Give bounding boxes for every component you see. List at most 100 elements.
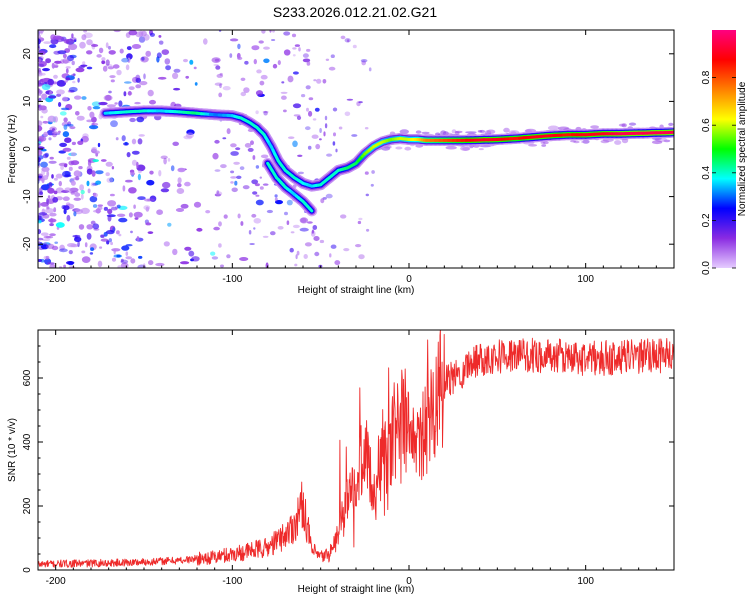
noise-blob	[135, 31, 143, 38]
noise-blob	[133, 204, 136, 209]
noise-blob	[250, 140, 254, 145]
noise-blob	[308, 110, 313, 117]
noise-blob	[38, 201, 41, 208]
noise-blob	[79, 184, 84, 191]
noise-blob	[86, 180, 90, 187]
noise-blob	[292, 224, 300, 229]
noise-blob	[303, 254, 308, 259]
noise-blob	[86, 168, 93, 175]
noise-blob	[135, 84, 142, 89]
noise-blob	[53, 190, 58, 195]
noise-blob	[77, 240, 80, 248]
noise-blob	[38, 38, 41, 45]
noise-blob	[124, 81, 132, 84]
noise-blob	[131, 159, 138, 166]
noise-blob	[281, 81, 285, 84]
noise-blob	[38, 50, 46, 56]
noise-blob	[121, 135, 126, 142]
noise-blob	[302, 53, 309, 58]
noise-blob	[73, 170, 81, 177]
noise-blob	[128, 30, 138, 36]
snr-x-tick-label: -200	[46, 576, 66, 587]
noise-blob	[121, 245, 130, 251]
noise-blob	[107, 208, 113, 215]
noise-blob	[61, 96, 68, 102]
noise-blob	[283, 31, 291, 36]
noise-blob	[76, 115, 85, 121]
noise-blob	[131, 150, 140, 155]
noise-blob	[107, 215, 112, 222]
noise-blob	[70, 191, 76, 195]
noise-blob	[130, 171, 136, 176]
noise-blob	[62, 58, 69, 64]
noise-blob	[106, 230, 115, 235]
noise-blob	[98, 101, 108, 106]
noise-blob	[503, 127, 510, 133]
noise-blob	[58, 130, 61, 134]
noise-blob	[71, 60, 75, 66]
noise-blob	[211, 256, 219, 260]
noise-blob	[358, 217, 363, 221]
noise-blob	[306, 61, 311, 66]
noise-blob	[59, 142, 67, 147]
noise-blob	[287, 75, 294, 83]
noise-blob	[58, 180, 62, 187]
noise-blob	[80, 207, 90, 214]
noise-blob	[112, 227, 116, 232]
noise-blob	[570, 140, 577, 143]
noise-blob	[292, 103, 302, 109]
noise-blob	[177, 177, 182, 184]
noise-blob	[64, 80, 68, 83]
noise-blob	[249, 243, 255, 245]
noise-blob	[43, 235, 51, 239]
noise-blob	[314, 107, 320, 112]
noise-blob	[306, 107, 309, 112]
noise-blob	[78, 166, 83, 170]
noise-blob	[304, 242, 312, 247]
noise-blob	[173, 87, 181, 91]
noise-blob	[252, 191, 258, 195]
noise-blob	[118, 233, 122, 237]
noise-blob	[103, 95, 113, 101]
noise-blob	[65, 68, 69, 74]
noise-blob	[66, 214, 71, 222]
noise-blob	[288, 136, 295, 139]
noise-blob	[38, 97, 42, 102]
noise-blob	[62, 147, 72, 152]
noise-blob	[128, 187, 137, 194]
noise-blob	[146, 179, 155, 186]
noise-blob	[125, 251, 129, 256]
noise-blob	[203, 38, 208, 45]
noise-blob	[340, 214, 347, 219]
noise-blob	[81, 34, 87, 41]
noise-blob	[156, 52, 162, 59]
spectrogram-x-tick-label: -200	[46, 274, 66, 285]
noise-blob	[230, 170, 235, 174]
noise-blob	[614, 140, 622, 145]
noise-blob	[110, 79, 115, 83]
noise-blob	[277, 226, 284, 230]
noise-blob	[116, 213, 126, 217]
noise-blob	[215, 65, 221, 70]
noise-blob	[421, 131, 430, 135]
noise-blob	[121, 57, 130, 63]
noise-blob	[255, 90, 264, 96]
noise-blob	[180, 203, 189, 209]
noise-blob	[222, 86, 231, 91]
noise-blob	[253, 58, 257, 65]
noise-blob	[47, 78, 54, 86]
noise-blob	[63, 124, 68, 130]
noise-blob	[183, 58, 188, 63]
noise-blob	[145, 222, 152, 226]
noise-blob	[477, 130, 483, 133]
noise-blob	[621, 123, 627, 128]
noise-blob	[43, 131, 49, 137]
noise-blob	[126, 46, 132, 51]
noise-blob	[71, 33, 74, 38]
noise-blob	[70, 244, 79, 248]
noise-blob	[274, 197, 278, 202]
noise-blob	[167, 222, 172, 227]
noise-blob	[149, 170, 154, 175]
noise-blob	[160, 155, 168, 160]
